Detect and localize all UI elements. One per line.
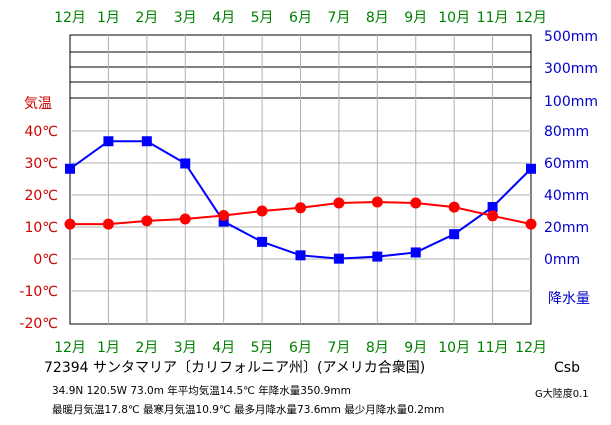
top-month-label: 5月 — [251, 10, 274, 26]
precipitation-series — [65, 136, 536, 264]
temperature-point — [525, 218, 537, 230]
bottom-month-label: 9月 — [404, 340, 427, 355]
bottom-month-label: 4月 — [212, 340, 235, 355]
chart-grid — [69, 34, 532, 325]
bottom-month-label: 12月 — [54, 340, 86, 355]
bottom-month-label: 10月 — [438, 340, 470, 355]
temperature-series — [64, 196, 537, 230]
precipitation-tick-label: 20mm — [544, 220, 589, 236]
top-month-label: 7月 — [327, 10, 350, 26]
temperature-point — [102, 218, 114, 230]
bottom-month-labels: 12月 1月 2月 3月 4月 5月 6月 7月 8月 9月 10月 11月 12月 — [54, 340, 547, 355]
temperature-point — [64, 218, 76, 230]
bottom-month-label: 7月 — [327, 340, 350, 355]
temperature-point — [179, 213, 191, 225]
precipitation-point — [410, 247, 421, 258]
temperature-axis: 気温 40℃ 30℃ 20℃ 10℃ 0℃ -10℃ -20℃ — [19, 96, 58, 332]
temperature-point — [295, 202, 306, 214]
temperature-tick-label: 0℃ — [33, 252, 58, 268]
precipitation-point — [141, 136, 152, 147]
precipitation-point — [333, 253, 344, 264]
temperature-point — [218, 209, 230, 221]
top-month-label: 12月 — [515, 10, 547, 26]
precipitation-upper-tick-label: 100mm — [544, 94, 598, 110]
top-month-label: 2月 — [135, 10, 158, 26]
temperature-tick-label: 30℃ — [24, 156, 58, 172]
precipitation-point — [372, 251, 383, 262]
top-month-labels: 12月 1月 2月 3月 4月 5月 6月 7月 8月 9月 10月 11月 12月 — [54, 10, 547, 26]
temperature-point — [141, 215, 153, 227]
top-month-label: 1月 — [97, 10, 120, 26]
top-month-label: 12月 — [54, 10, 86, 26]
precipitation-point — [103, 136, 114, 147]
precipitation-point — [65, 163, 75, 174]
temperature-point — [448, 201, 460, 213]
station-details-line2: 最暖月気温17.8℃ 最寒月気温10.9℃ 最多月降水量73.6mm 最少月降水… — [52, 404, 445, 416]
station-title: 72394 サンタマリア〔カリフォルニア州〕(アメリカ合衆国) — [44, 360, 426, 376]
precipitation-tick-label: 80mm — [544, 124, 589, 140]
bottom-month-label: 11月 — [477, 340, 509, 355]
top-month-label: 6月 — [289, 10, 312, 26]
precipitation-tick-label: 0mm — [544, 252, 580, 268]
temperature-point — [256, 205, 268, 217]
bottom-month-label: 5月 — [251, 340, 274, 355]
temperature-point — [333, 197, 345, 209]
precipitation-upper-tick-label: 300mm — [544, 61, 598, 77]
precipitation-point — [218, 216, 229, 227]
temperature-tick-label: 10℃ — [24, 220, 58, 236]
top-month-label: 9月 — [404, 10, 427, 26]
temperature-axis-label: 気温 — [24, 96, 52, 112]
bottom-month-label: 1月 — [97, 340, 120, 355]
climate-chart: 12月 1月 2月 3月 4月 5月 6月 7月 8月 9月 10月 11月 12月 12月 1月 2月 3月… — [19, 10, 598, 355]
precipitation-tick-label: 60mm — [544, 156, 589, 172]
precipitation-point — [526, 163, 536, 174]
temperature-point — [410, 197, 422, 209]
temperature-tick-label: 20℃ — [24, 188, 58, 204]
bottom-month-label: 12月 — [515, 340, 547, 355]
precipitation-upper-tick-label: 500mm — [544, 29, 598, 45]
bottom-month-label: 6月 — [289, 340, 312, 355]
precipitation-axis: 0mm 20mm 40mm 60mm 80mm 100mm 300mm 500mm 降水量 — [544, 29, 598, 307]
precipitation-axis-label: 降水量 — [548, 291, 590, 307]
top-month-label: 8月 — [366, 10, 389, 26]
temperature-tick-label: -20℃ — [19, 316, 58, 332]
temperature-tick-label: -10℃ — [19, 284, 58, 300]
top-month-label: 11月 — [477, 10, 509, 26]
top-month-label: 3月 — [174, 10, 197, 26]
climate-classification: Csb — [554, 360, 580, 376]
temperature-tick-label: 40℃ — [24, 124, 58, 140]
bottom-month-label: 2月 — [135, 340, 158, 355]
temperature-point — [371, 196, 383, 208]
precipitation-point — [180, 158, 191, 169]
precipitation-point — [295, 250, 306, 261]
precipitation-point — [257, 236, 268, 247]
top-month-label: 4月 — [212, 10, 235, 26]
continentality-index: G大陸度0.1 — [535, 389, 589, 400]
precipitation-point — [487, 202, 498, 212]
bottom-month-label: 8月 — [366, 340, 389, 355]
top-month-label: 10月 — [438, 10, 470, 26]
precipitation-tick-label: 40mm — [544, 188, 589, 204]
station-details-line1: 34.9N 120.5W 73.0m 年平均気温14.5℃ 年降水量350.9m… — [52, 385, 351, 397]
temperature-point — [487, 210, 499, 222]
precipitation-point — [449, 229, 460, 240]
bottom-month-label: 3月 — [174, 340, 197, 355]
